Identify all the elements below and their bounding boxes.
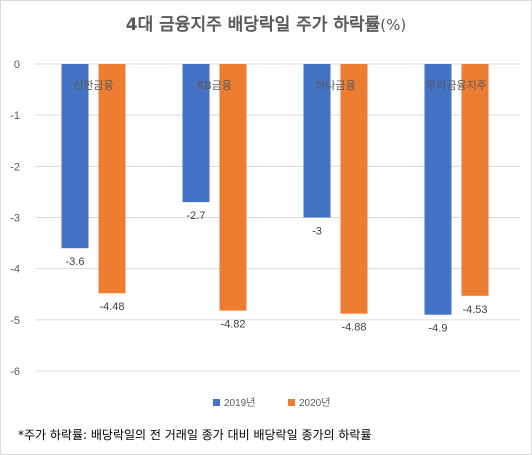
data-label: -3 xyxy=(312,226,322,238)
data-label: -3.6 xyxy=(66,256,85,268)
legend-swatch xyxy=(213,399,220,406)
legend-label: 2020년 xyxy=(299,397,330,409)
data-label: -4.48 xyxy=(99,301,124,313)
bar xyxy=(182,64,210,203)
bar xyxy=(98,64,126,294)
category-label: KB금융 xyxy=(197,79,232,92)
y-tick-label: -5 xyxy=(10,315,20,327)
y-tick-label: -4 xyxy=(10,264,20,276)
data-label: -4.9 xyxy=(429,323,448,335)
y-tick-label: -3 xyxy=(10,213,20,225)
y-tick-label: -1 xyxy=(10,110,20,122)
chart-title-unit: (%) xyxy=(380,16,407,34)
y-tick-label: -6 xyxy=(10,366,20,378)
data-label: -2.7 xyxy=(187,210,206,222)
legend-swatch xyxy=(288,399,295,406)
footnote: *주가 하락률: 배당락일의 전 거래일 종가 대비 배당락일 종가의 하락률 xyxy=(18,428,372,442)
data-label: -4.88 xyxy=(341,322,366,334)
bar xyxy=(424,64,452,315)
bar xyxy=(303,64,331,218)
category-label: 하나금융 xyxy=(315,78,355,92)
chart-title-text: 4대 금융지주 배당락일 주가 하락률 xyxy=(125,15,381,35)
legend-label: 2019년 xyxy=(224,397,255,409)
data-label: -4.82 xyxy=(220,319,245,331)
y-tick-label: -2 xyxy=(10,161,20,173)
bar xyxy=(61,64,89,249)
category-label: 신한금융 xyxy=(73,79,113,92)
bar xyxy=(340,64,368,314)
data-label: -4.53 xyxy=(462,304,487,316)
chart-title: 4대 금융지주 배당락일 주가 하락률(%) xyxy=(0,10,532,35)
bar xyxy=(219,64,247,311)
y-tick-label: 0 xyxy=(14,59,20,71)
category-label: 우리금융지주 xyxy=(426,79,487,92)
bar xyxy=(461,64,489,296)
